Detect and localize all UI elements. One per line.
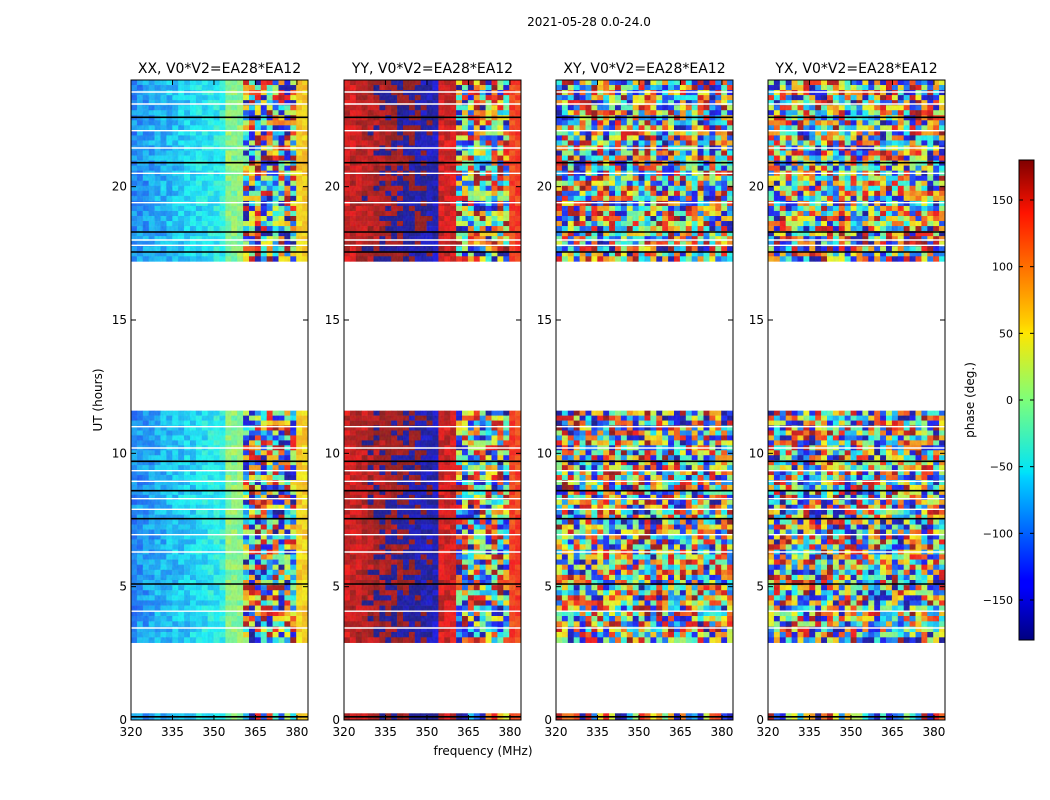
panel-heatmap-cells xyxy=(344,80,522,721)
x-tick-label: 320 xyxy=(120,725,143,739)
noise-texture xyxy=(344,410,521,550)
flag-lines xyxy=(131,91,308,718)
y-tick-label: 5 xyxy=(119,580,127,594)
panel-1: XX, V0*V2=EA28*EA12 320 335 350 365 380 0 5 10 15… xyxy=(112,61,309,739)
x-tick-label: 335 xyxy=(161,725,184,739)
x-tick-label: 380 xyxy=(285,725,308,739)
figure-title: 2021-05-28 0.0-24.0 xyxy=(527,15,651,29)
noise-texture xyxy=(131,80,308,262)
noise-texture xyxy=(344,610,521,643)
noise-texture xyxy=(344,549,521,611)
panels: XX, V0*V2=EA28*EA12 320 335 350 365 380 0 5 10 15… xyxy=(112,61,946,739)
noise-texture xyxy=(131,610,308,643)
y-tick-label: 10 xyxy=(112,446,127,460)
panel-frame xyxy=(130,79,309,721)
panel-heatmap-cells xyxy=(131,80,309,721)
x-tick-label: 365 xyxy=(244,725,267,739)
y-tick-label: 20 xyxy=(112,180,127,194)
noise-texture xyxy=(131,549,308,611)
x-tick-label: 350 xyxy=(203,725,226,739)
y-tick-label: 0 xyxy=(119,713,127,727)
noise-texture xyxy=(131,410,308,550)
panel-title: XX, V0*V2=EA28*EA12 xyxy=(138,61,301,77)
y-tick-label: 15 xyxy=(112,313,127,327)
